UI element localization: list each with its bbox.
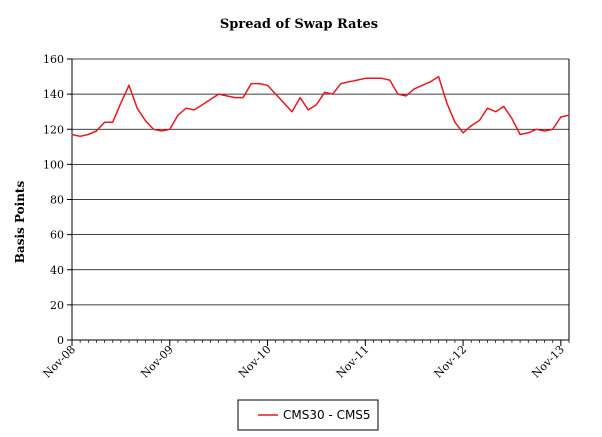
data-point bbox=[185, 107, 187, 109]
data-point bbox=[71, 133, 73, 136]
y-tick-label: 40 bbox=[50, 264, 64, 277]
data-point bbox=[495, 111, 497, 113]
data-point bbox=[462, 132, 464, 134]
data-point bbox=[560, 116, 562, 118]
y-tick-label: 80 bbox=[50, 194, 64, 207]
data-point bbox=[128, 84, 130, 86]
y-tick-label: 100 bbox=[43, 158, 64, 171]
y-tick-label: 160 bbox=[43, 53, 64, 66]
data-point bbox=[79, 135, 81, 137]
data-point bbox=[511, 118, 513, 120]
data-point bbox=[356, 79, 358, 81]
x-tick-label: Nov-09 bbox=[138, 343, 176, 381]
data-point bbox=[209, 98, 212, 100]
chart-title: Spread of Swap Rates bbox=[220, 17, 378, 32]
x-axis-ticks: Nov-08 Nov-09 Nov-10 Nov-11 Nov-12 Nov-13 bbox=[41, 340, 570, 381]
data-point bbox=[486, 107, 489, 109]
data-point bbox=[568, 114, 570, 116]
data-point bbox=[543, 130, 546, 132]
data-point bbox=[503, 105, 505, 108]
data-point bbox=[226, 95, 228, 97]
data-point bbox=[112, 121, 114, 123]
data-point bbox=[103, 121, 106, 123]
x-tick-label: Nov-13 bbox=[529, 343, 567, 381]
data-point bbox=[201, 104, 203, 106]
series-group bbox=[71, 75, 570, 138]
x-tick-label: Nov-08 bbox=[41, 343, 79, 381]
x-tick-label: Nov-10 bbox=[236, 343, 274, 381]
legend-label: CMS30 - CMS5 bbox=[283, 408, 371, 422]
data-point bbox=[381, 77, 383, 79]
data-point bbox=[372, 77, 375, 79]
data-point bbox=[519, 133, 521, 136]
y-tick-label: 0 bbox=[57, 334, 64, 347]
data-point bbox=[389, 79, 391, 81]
legend: CMS30 - CMS5 bbox=[237, 399, 379, 431]
data-point bbox=[218, 93, 220, 95]
data-point bbox=[307, 109, 309, 111]
data-point bbox=[234, 97, 236, 99]
data-point bbox=[250, 82, 252, 85]
data-point bbox=[340, 82, 342, 85]
data-point bbox=[470, 125, 472, 127]
data-point bbox=[177, 114, 179, 116]
data-point bbox=[299, 97, 301, 99]
x-tick-label: Nov-12 bbox=[432, 343, 470, 381]
data-point bbox=[332, 93, 334, 95]
data-point bbox=[136, 107, 138, 109]
data-point bbox=[315, 104, 318, 106]
data-point bbox=[535, 128, 538, 130]
x-tick-label: Nov-11 bbox=[334, 343, 372, 381]
y-axis-ticks: 0 20 40 60 80 100 120 140 160 bbox=[43, 53, 72, 347]
data-point bbox=[169, 128, 171, 130]
data-point bbox=[478, 119, 480, 122]
y-tick-label: 20 bbox=[50, 299, 64, 312]
data-point bbox=[87, 133, 89, 136]
data-point bbox=[323, 91, 326, 93]
data-point bbox=[258, 82, 260, 85]
y-axis-label: Basis Points bbox=[13, 181, 27, 264]
y-tick-label: 60 bbox=[50, 229, 64, 242]
data-point bbox=[144, 119, 146, 122]
data-point bbox=[348, 81, 350, 83]
data-point bbox=[421, 84, 423, 86]
data-point bbox=[454, 121, 456, 123]
data-point bbox=[242, 97, 244, 99]
data-point bbox=[446, 102, 448, 104]
data-point bbox=[283, 102, 285, 104]
data-point bbox=[120, 102, 122, 104]
data-point bbox=[438, 75, 440, 78]
data-point bbox=[364, 77, 366, 79]
data-point bbox=[552, 128, 554, 130]
grid-lines bbox=[72, 58, 569, 306]
data-point bbox=[95, 130, 98, 132]
data-point bbox=[193, 109, 195, 111]
data-point bbox=[161, 130, 163, 132]
data-point bbox=[405, 95, 407, 97]
data-point bbox=[429, 81, 432, 83]
data-point bbox=[291, 111, 293, 113]
data-point bbox=[266, 84, 269, 86]
data-point bbox=[527, 132, 529, 134]
data-point bbox=[397, 93, 399, 95]
series-line-cms30-cms5 bbox=[71, 75, 570, 138]
y-tick-label: 140 bbox=[43, 88, 64, 101]
data-point bbox=[275, 93, 277, 95]
y-tick-label: 120 bbox=[43, 123, 64, 136]
data-point bbox=[413, 88, 415, 90]
data-point bbox=[152, 128, 155, 130]
